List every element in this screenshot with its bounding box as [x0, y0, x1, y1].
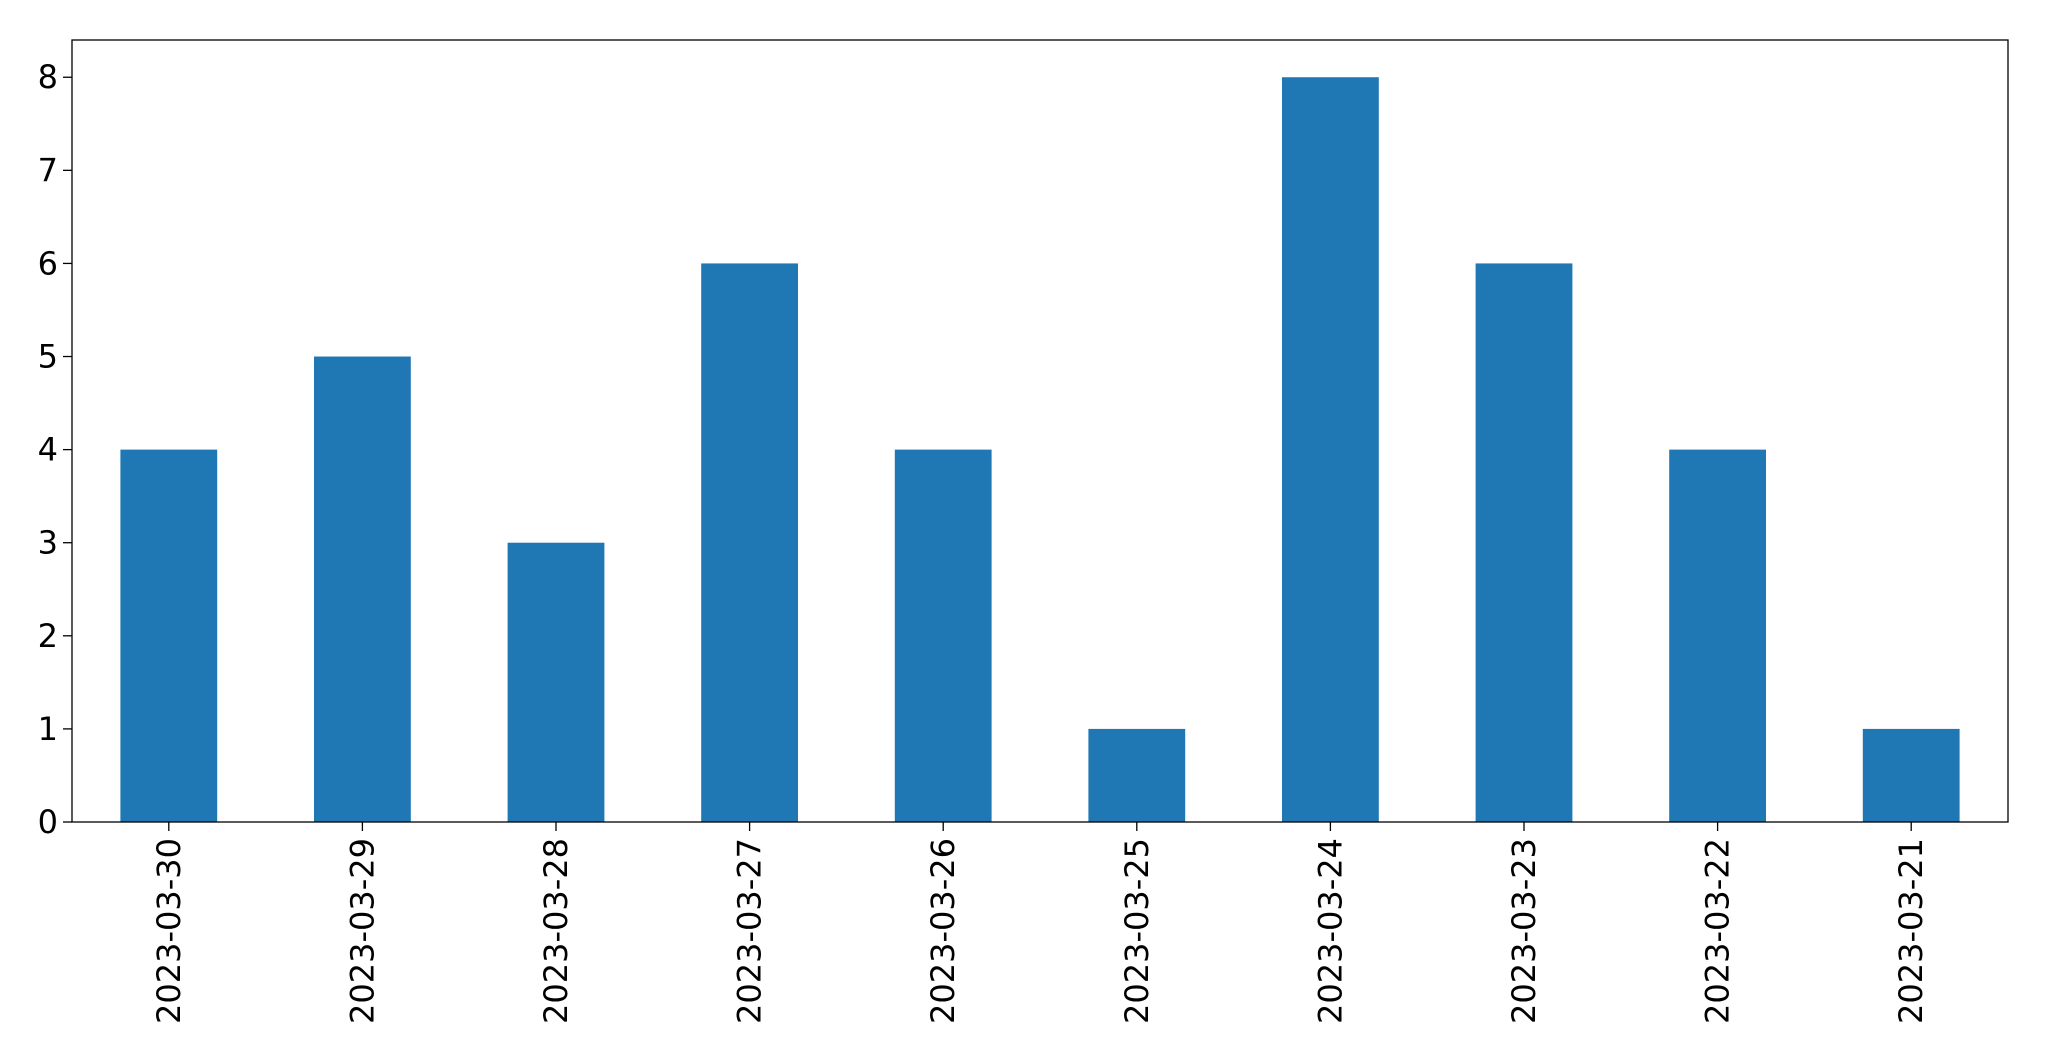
y-tick-label: 4: [38, 431, 58, 469]
x-tick-label: 2023-03-28: [537, 838, 575, 1024]
axes-frame: [71, 39, 2009, 823]
x-tick-label: 2023-03-29: [343, 838, 381, 1024]
y-tick-label: 1: [38, 710, 58, 748]
x-tick-label: 2023-03-27: [731, 838, 769, 1024]
y-tick-label: 3: [38, 524, 58, 562]
y-tick-label: 5: [38, 338, 58, 376]
x-tick-label: 2023-03-26: [924, 838, 962, 1024]
y-tick-label: 8: [38, 58, 58, 96]
bar: [314, 356, 411, 822]
y-tick-label: 6: [38, 244, 58, 282]
x-tick-label: 2023-03-25: [1118, 838, 1156, 1024]
bar: [1475, 263, 1573, 822]
y-tick-label: 7: [38, 151, 58, 189]
bar: [894, 449, 992, 822]
bar: [1669, 449, 1766, 822]
bar: [507, 542, 605, 822]
bar: [1282, 77, 1379, 822]
bar: [120, 449, 218, 822]
y-tick-label: 0: [38, 803, 58, 841]
x-tick-label: 2023-03-23: [1505, 838, 1543, 1024]
x-tick-label: 2023-03-24: [1311, 838, 1349, 1024]
y-tick-label: 2: [38, 617, 58, 655]
bar: [1862, 728, 1960, 822]
bar: [701, 263, 798, 822]
bar: [1088, 728, 1186, 822]
x-tick-label: 2023-03-21: [1892, 838, 1930, 1024]
x-tick-label: 2023-03-22: [1699, 838, 1737, 1024]
x-tick-label: 2023-03-30: [150, 838, 188, 1024]
